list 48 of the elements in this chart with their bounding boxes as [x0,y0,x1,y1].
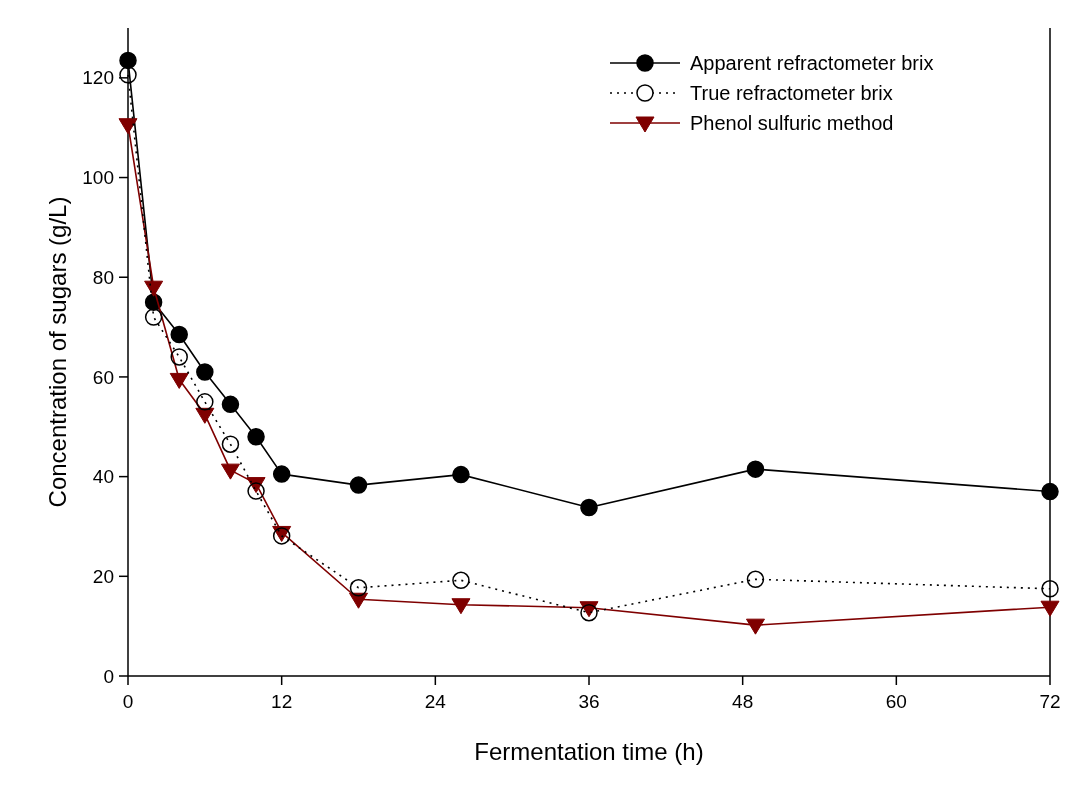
y-tick-label: 20 [92,565,114,587]
point [118,118,138,135]
x-tick-label: 0 [122,691,134,712]
point [746,570,765,589]
y-axis-title: Concentration of sugars (g/L) [44,196,71,508]
point [1040,600,1060,617]
x-tick-label: 12 [271,691,293,712]
point [170,348,188,366]
y-tick-label: 60 [92,366,114,388]
point [1041,482,1059,501]
x-tick-label: 48 [732,691,754,712]
x-tick-label: 24 [424,691,447,712]
point [580,603,598,622]
point [452,465,470,484]
point [144,308,163,326]
x-tick-label: 72 [1039,691,1061,712]
legend-label: Apparent refractometer brix [690,52,934,74]
point [196,393,214,411]
point [144,280,164,297]
x-axis-title: Fermentation time (h) [474,738,704,765]
point [247,427,265,446]
point [580,498,598,517]
y-tick-label: 80 [92,266,114,288]
point [349,579,368,597]
y-tick-label: 0 [103,665,114,687]
point [169,372,189,389]
y-tick-label: 100 [82,167,114,189]
point [221,395,240,414]
y-tick-label: 120 [82,67,114,89]
point [196,363,214,381]
x-tick-label: 36 [578,691,600,712]
point [119,51,137,70]
point [221,435,240,453]
point [451,598,471,615]
legend-label: Phenol sulfuric method [690,112,894,134]
point [220,463,240,480]
point [1041,580,1059,598]
point [746,460,765,478]
point [170,325,188,344]
point [452,571,470,590]
point [745,618,765,635]
point [119,66,137,84]
point [272,465,291,483]
y-tick-label: 40 [92,466,114,488]
point [349,476,368,494]
x-tick-label: 60 [885,691,907,712]
legend-label: True refractometer brix [690,82,893,104]
point [247,482,265,500]
